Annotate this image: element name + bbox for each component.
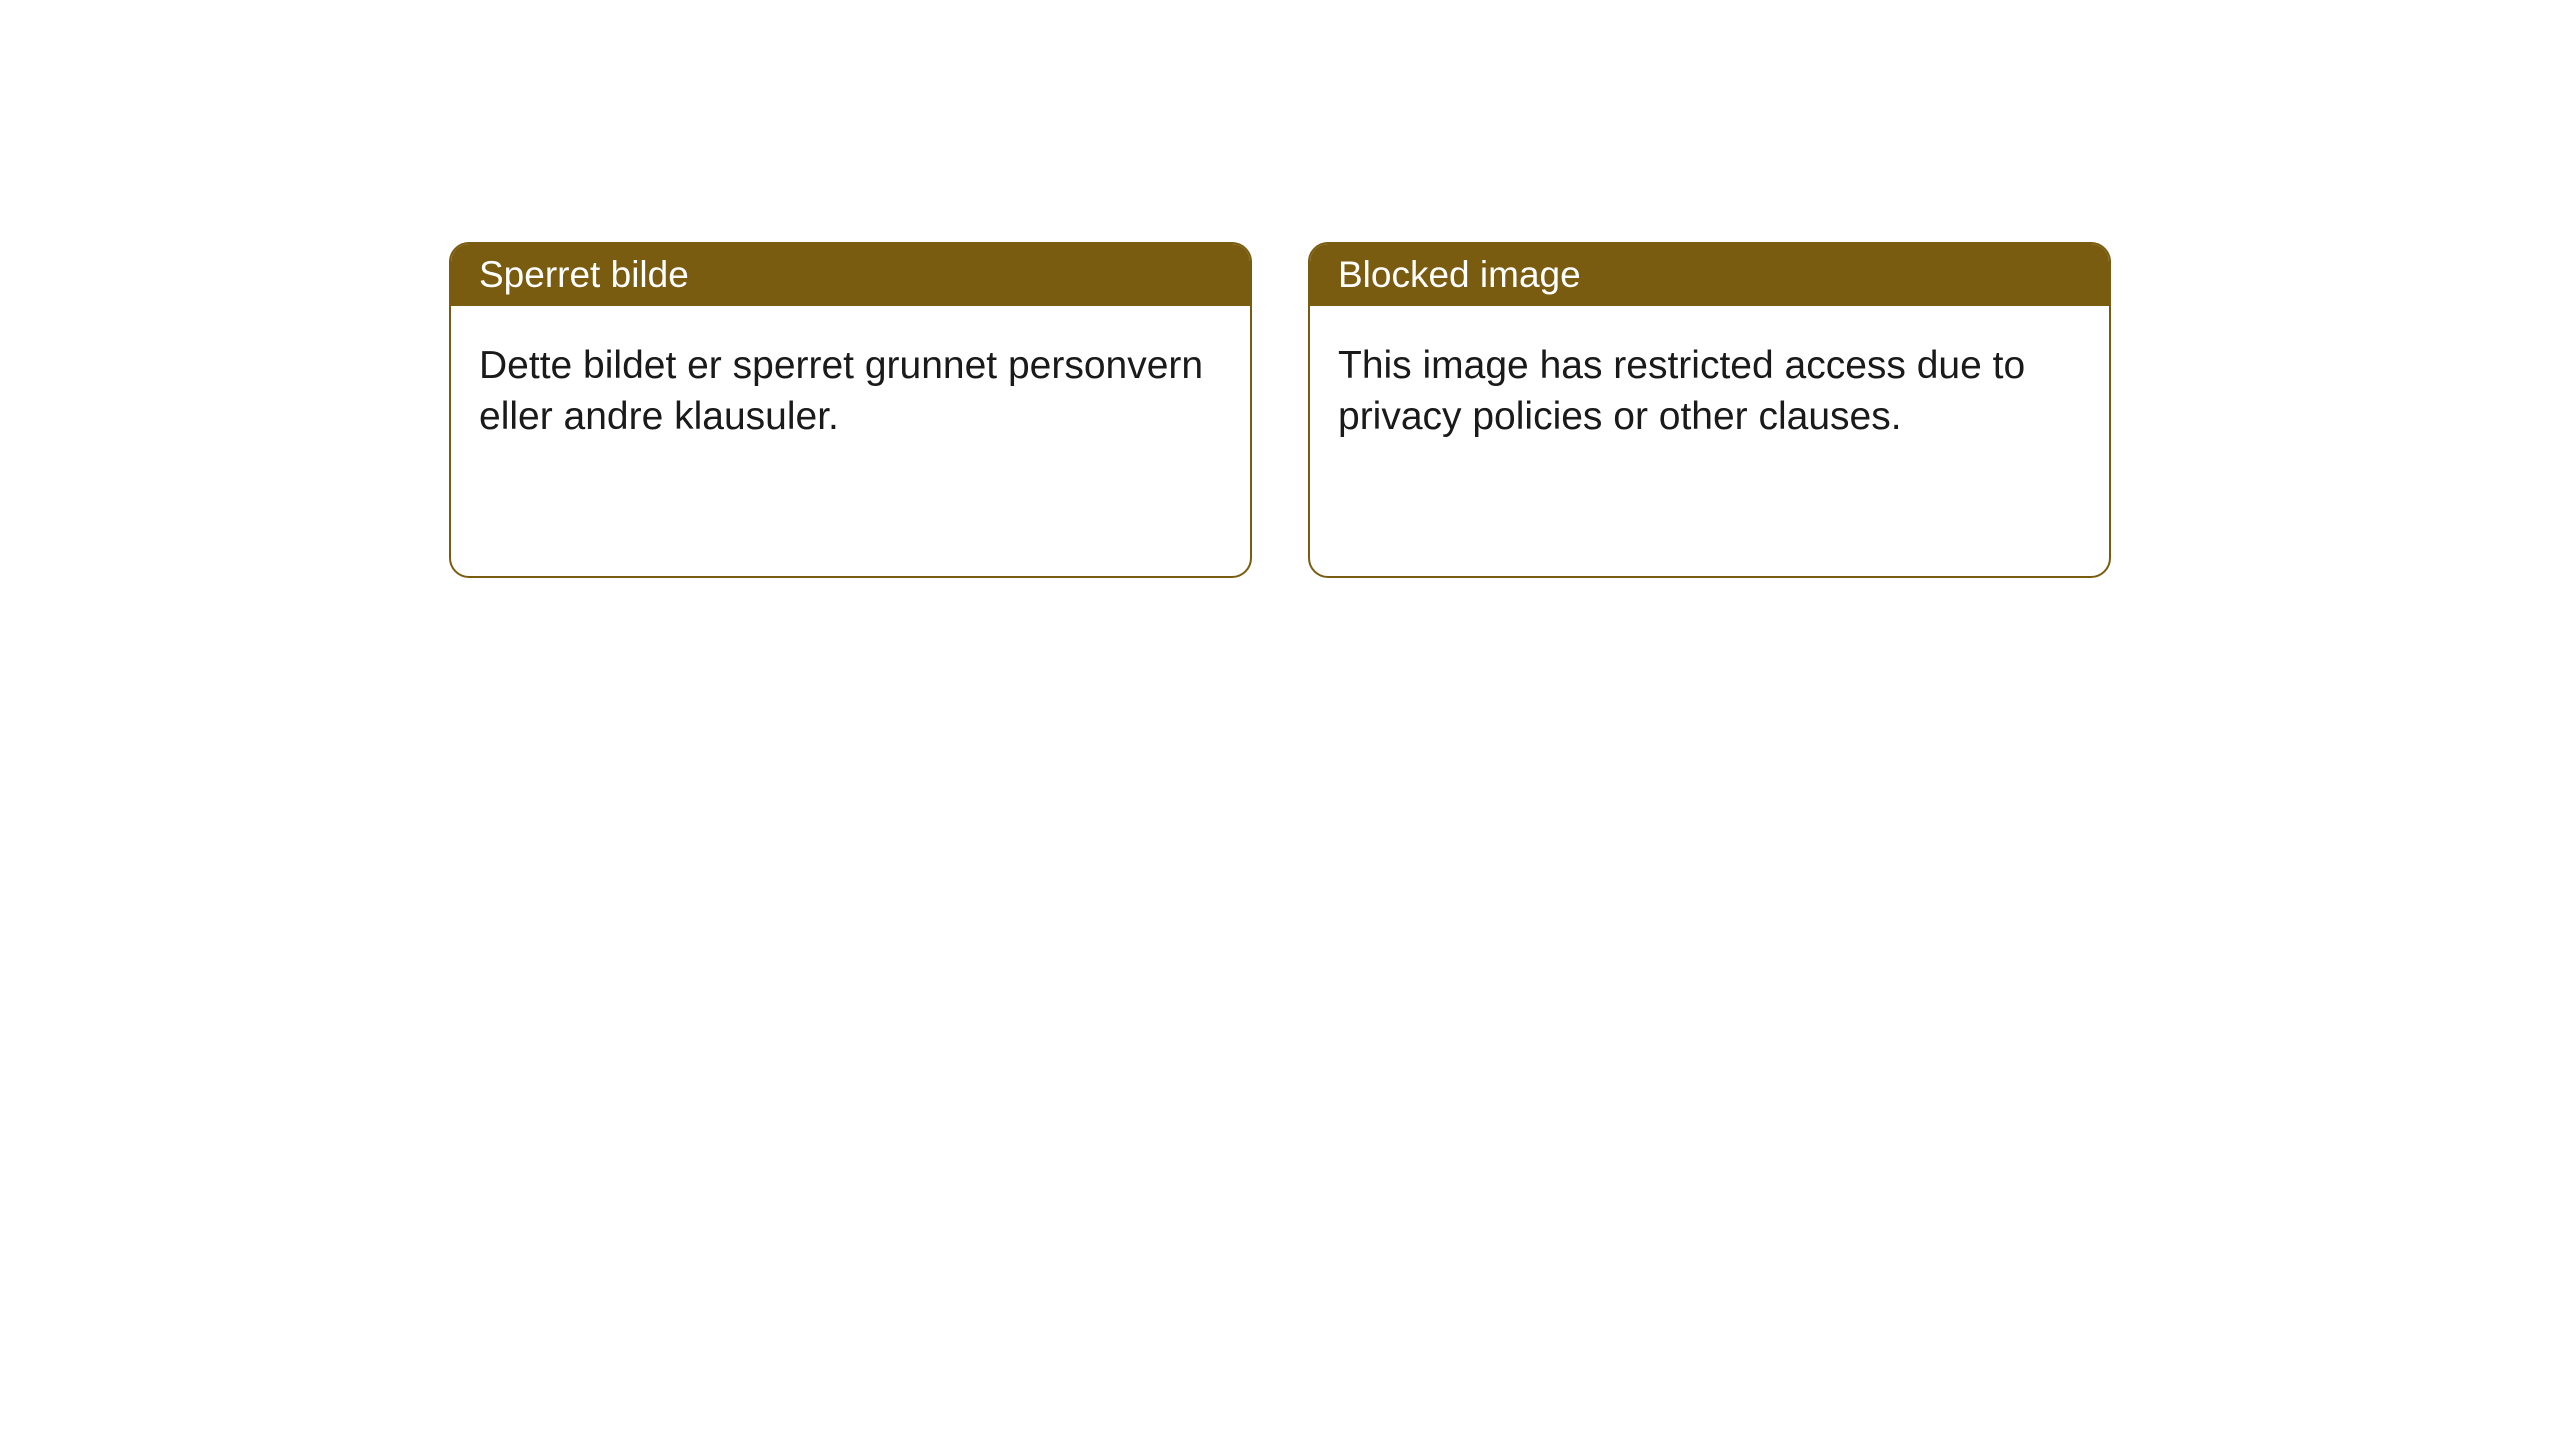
notice-title: Sperret bilde [479,254,689,295]
notice-header: Sperret bilde [451,244,1250,306]
notice-body-text: Dette bildet er sperret grunnet personve… [479,344,1203,438]
notice-card-norwegian: Sperret bilde Dette bildet er sperret gr… [449,242,1252,578]
notice-title: Blocked image [1338,254,1581,295]
notice-card-english: Blocked image This image has restricted … [1308,242,2111,578]
notice-body: Dette bildet er sperret grunnet personve… [451,306,1250,576]
notice-header: Blocked image [1310,244,2109,306]
notice-body: This image has restricted access due to … [1310,306,2109,576]
notice-body-text: This image has restricted access due to … [1338,344,2025,438]
notice-container: Sperret bilde Dette bildet er sperret gr… [0,0,2560,578]
